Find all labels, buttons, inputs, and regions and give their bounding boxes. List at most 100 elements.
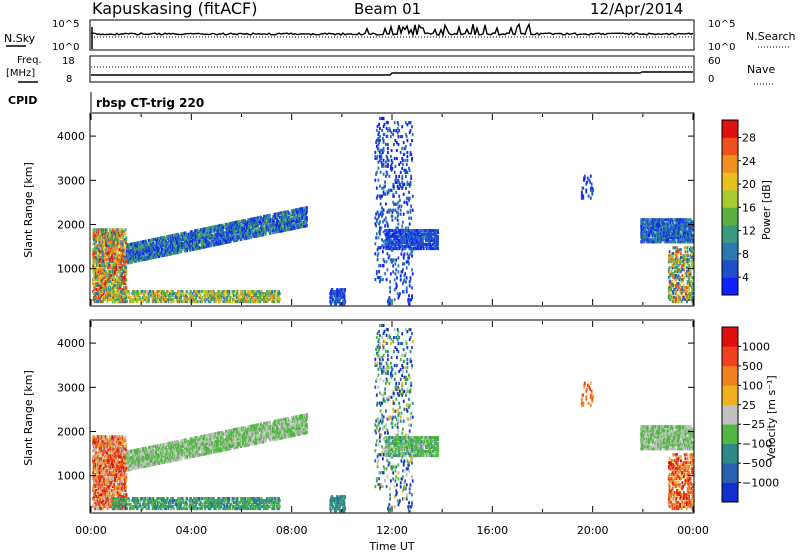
power-cell [278, 295, 280, 300]
power-cell [214, 297, 217, 302]
power-cell [139, 256, 142, 260]
power-cell [240, 290, 243, 294]
power-cell [404, 146, 407, 151]
power-cell [390, 154, 392, 159]
power-cell [117, 293, 119, 298]
power-cell [659, 234, 661, 238]
power-cell [114, 236, 117, 240]
power-cell [674, 228, 677, 232]
power-cell [645, 224, 648, 228]
power-cell [407, 244, 410, 249]
power-cell [381, 162, 383, 166]
power-cell [229, 232, 231, 236]
power-cell [299, 209, 302, 213]
power-cell [95, 240, 98, 244]
power-cell [115, 248, 118, 252]
power-cell [178, 250, 180, 254]
power-cell [93, 228, 96, 232]
power-cell [131, 260, 134, 264]
power-cell [110, 276, 113, 280]
power-cell [159, 297, 161, 302]
power-cell [379, 220, 381, 224]
power-cell [242, 229, 245, 233]
power-cell [262, 233, 265, 237]
power-cell [435, 246, 438, 251]
power-cell [190, 234, 193, 238]
power-cell [144, 255, 146, 259]
power-cell [686, 274, 688, 278]
power-cell [381, 164, 383, 168]
noise-trace [90, 22, 694, 49]
power-cell [396, 226, 399, 230]
power-cell [683, 228, 685, 232]
power-cell [222, 227, 225, 231]
power-cell [275, 216, 278, 220]
power-cell [395, 268, 398, 272]
power-cell [658, 240, 661, 244]
power-cell [178, 290, 180, 294]
power-cell [298, 215, 301, 219]
power-cell [406, 238, 409, 243]
power-cell [118, 248, 121, 252]
power-cell [149, 254, 152, 258]
power-cell [120, 262, 122, 266]
power-cell [134, 251, 137, 255]
power-cell [122, 234, 125, 238]
freq-right-tick-top: 60 [708, 56, 721, 67]
power-cell [382, 190, 385, 194]
power-cell [124, 232, 127, 236]
power-cell [389, 129, 391, 133]
power-cell [684, 250, 687, 254]
power-cell [114, 254, 117, 258]
power-cell [107, 248, 110, 252]
power-cell [220, 235, 223, 239]
power-cell [390, 164, 392, 168]
power-cell [398, 234, 400, 239]
power-cell [395, 282, 398, 286]
power-cell [673, 270, 676, 274]
power-cell [276, 295, 279, 300]
power-cell [104, 252, 107, 256]
power-cell [306, 220, 308, 224]
power-cell [181, 233, 184, 238]
power-cell [691, 290, 693, 294]
power-cell [435, 240, 438, 245]
power-cell [245, 299, 248, 304]
power-cell [249, 299, 252, 304]
power-cell [176, 239, 179, 243]
power-cell [399, 274, 402, 278]
power-cell [146, 255, 149, 259]
power-cell [403, 168, 406, 172]
power-cell [114, 297, 116, 302]
power-cell [96, 272, 98, 276]
power-cell [114, 242, 116, 246]
power-cell [124, 258, 127, 262]
power-cell [189, 230, 192, 234]
power-cell [148, 242, 151, 246]
power-cell [287, 222, 289, 226]
power-cell [228, 224, 231, 228]
power-cell [163, 299, 166, 304]
power-cell [389, 280, 391, 284]
power-cell [377, 178, 380, 182]
power-cell [689, 297, 691, 302]
power-cell [399, 278, 402, 282]
power-cell [392, 182, 395, 186]
power-cell [251, 217, 253, 221]
power-cell [667, 224, 670, 228]
power-cell [150, 244, 153, 248]
power-cell [155, 245, 158, 249]
power-cell [233, 231, 236, 235]
power-cell [668, 228, 670, 232]
power-cell [92, 282, 95, 286]
power-cell [380, 152, 383, 156]
power-cell [239, 297, 242, 302]
power-cell [272, 221, 275, 225]
power-cell [231, 292, 234, 296]
power-cell [125, 270, 128, 274]
power-cell [386, 252, 389, 256]
power-cell [136, 249, 139, 253]
power-cell [139, 297, 142, 302]
power-cell [103, 242, 106, 246]
power-cell [108, 266, 110, 270]
